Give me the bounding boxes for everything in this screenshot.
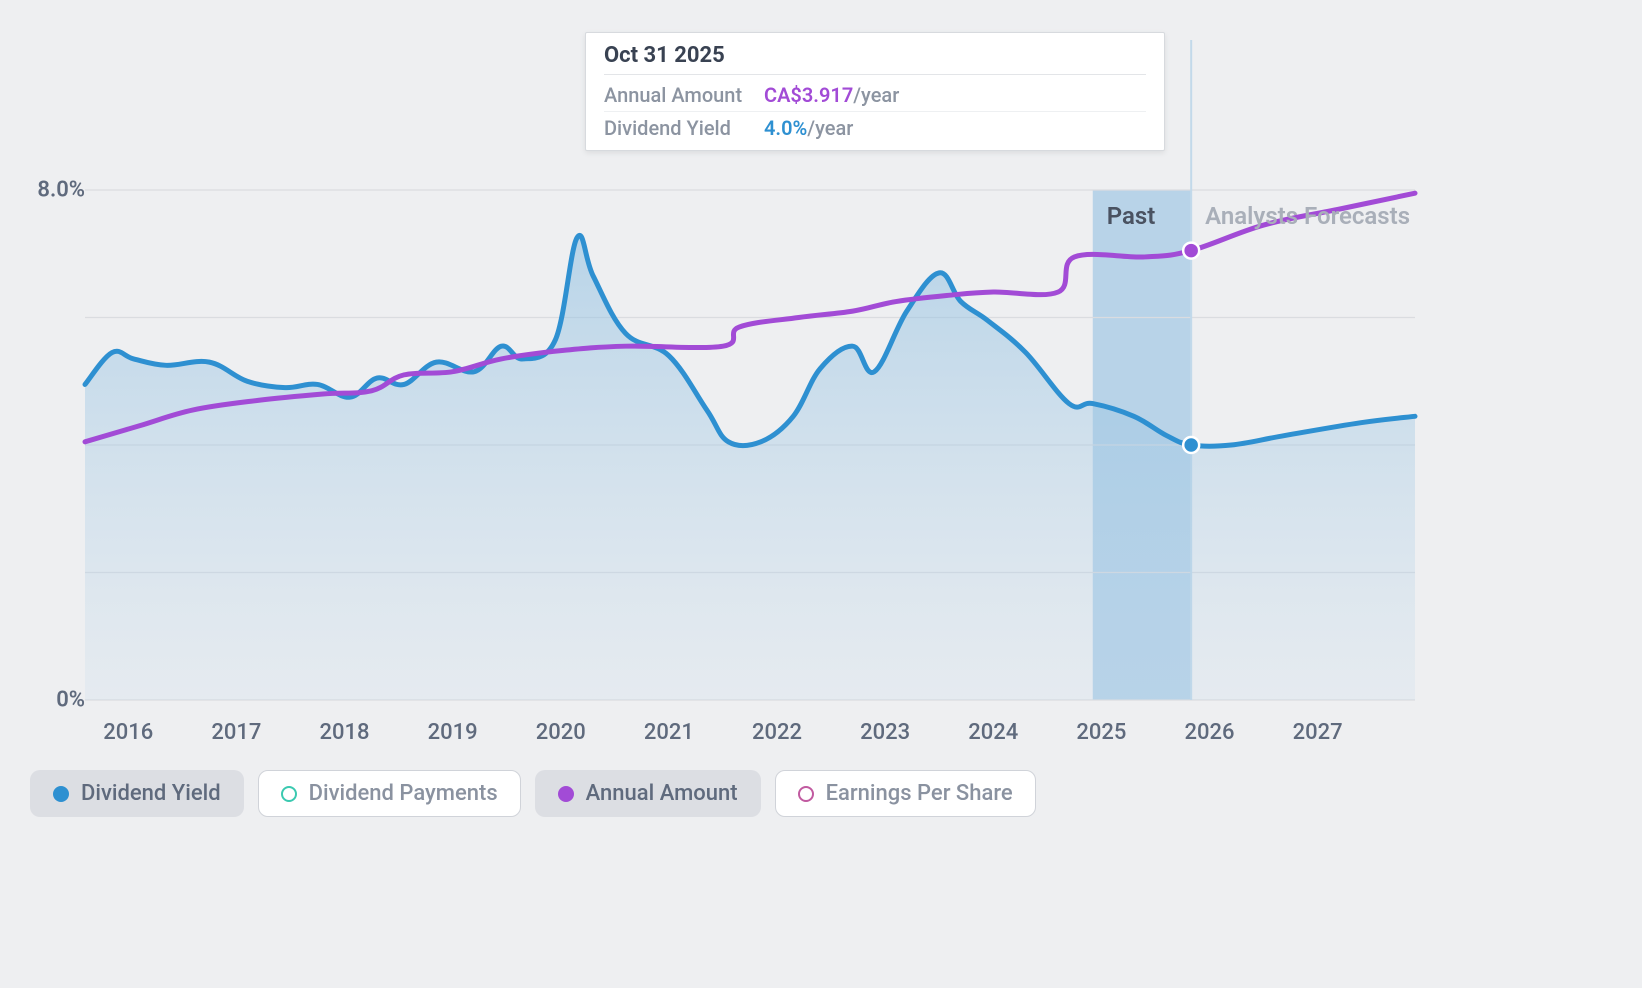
x-axis-label: 2022 — [752, 720, 802, 745]
tooltip-row-label: Annual Amount — [604, 83, 764, 107]
legend-marker-icon — [558, 786, 574, 802]
x-axis-label: 2021 — [644, 720, 694, 745]
legend-marker-icon — [281, 786, 297, 802]
x-axis-label: 2025 — [1076, 720, 1126, 745]
annual-amount-marker — [1183, 243, 1199, 259]
x-axis-label: 2018 — [319, 720, 369, 745]
x-axis-label: 2016 — [103, 720, 153, 745]
x-axis-label: 2020 — [536, 720, 586, 745]
legend-item-earnings-per-share[interactable]: Earnings Per Share — [775, 770, 1036, 817]
forecast-label: Analysts Forecasts — [1205, 202, 1410, 230]
x-axis-label: 2019 — [428, 720, 478, 745]
tooltip-row-value: 4.0% — [764, 116, 807, 140]
dividend-yield-marker — [1183, 437, 1199, 453]
tooltip-row-unit: /year — [853, 83, 899, 107]
legend-item-label: Dividend Payments — [309, 781, 498, 806]
tooltip-row-label: Dividend Yield — [604, 116, 764, 140]
legend-marker-icon — [53, 786, 69, 802]
legend-item-annual-amount[interactable]: Annual Amount — [535, 770, 761, 817]
legend-marker-icon — [798, 786, 814, 802]
y-axis-label: 8.0% — [37, 178, 85, 203]
tooltip-row-value: CA$3.917 — [764, 83, 853, 107]
legend-item-dividend-yield[interactable]: Dividend Yield — [30, 770, 244, 817]
tooltip-row: Dividend Yield4.0%/year — [604, 112, 1146, 144]
legend-item-dividend-payments[interactable]: Dividend Payments — [258, 770, 521, 817]
x-axis-label: 2027 — [1293, 720, 1343, 745]
past-label: Past — [1107, 202, 1156, 230]
chart-legend: Dividend Yield Dividend Payments Annual Am… — [30, 770, 1036, 817]
dividend-yield-area — [85, 235, 1415, 700]
x-axis-label: 2026 — [1185, 720, 1235, 745]
tooltip-row: Annual AmountCA$3.917/year — [604, 79, 1146, 112]
legend-item-label: Dividend Yield — [81, 781, 221, 806]
tooltip-date: Oct 31 2025 — [604, 43, 1146, 75]
x-axis-label: 2024 — [968, 720, 1018, 745]
y-axis-label: 0% — [56, 688, 85, 713]
chart-tooltip: Oct 31 2025 Annual AmountCA$3.917/yearDi… — [585, 32, 1165, 151]
dividend-chart-container: 0% 8.0% 2016 2017 2018 2019 2020 2021 2022 2023 2… — [0, 0, 1642, 988]
x-axis-label: 2023 — [860, 720, 910, 745]
x-axis-label: 2017 — [211, 720, 261, 745]
legend-item-label: Annual Amount — [586, 781, 738, 806]
tooltip-row-unit: /year — [807, 116, 853, 140]
legend-item-label: Earnings Per Share — [826, 781, 1013, 806]
